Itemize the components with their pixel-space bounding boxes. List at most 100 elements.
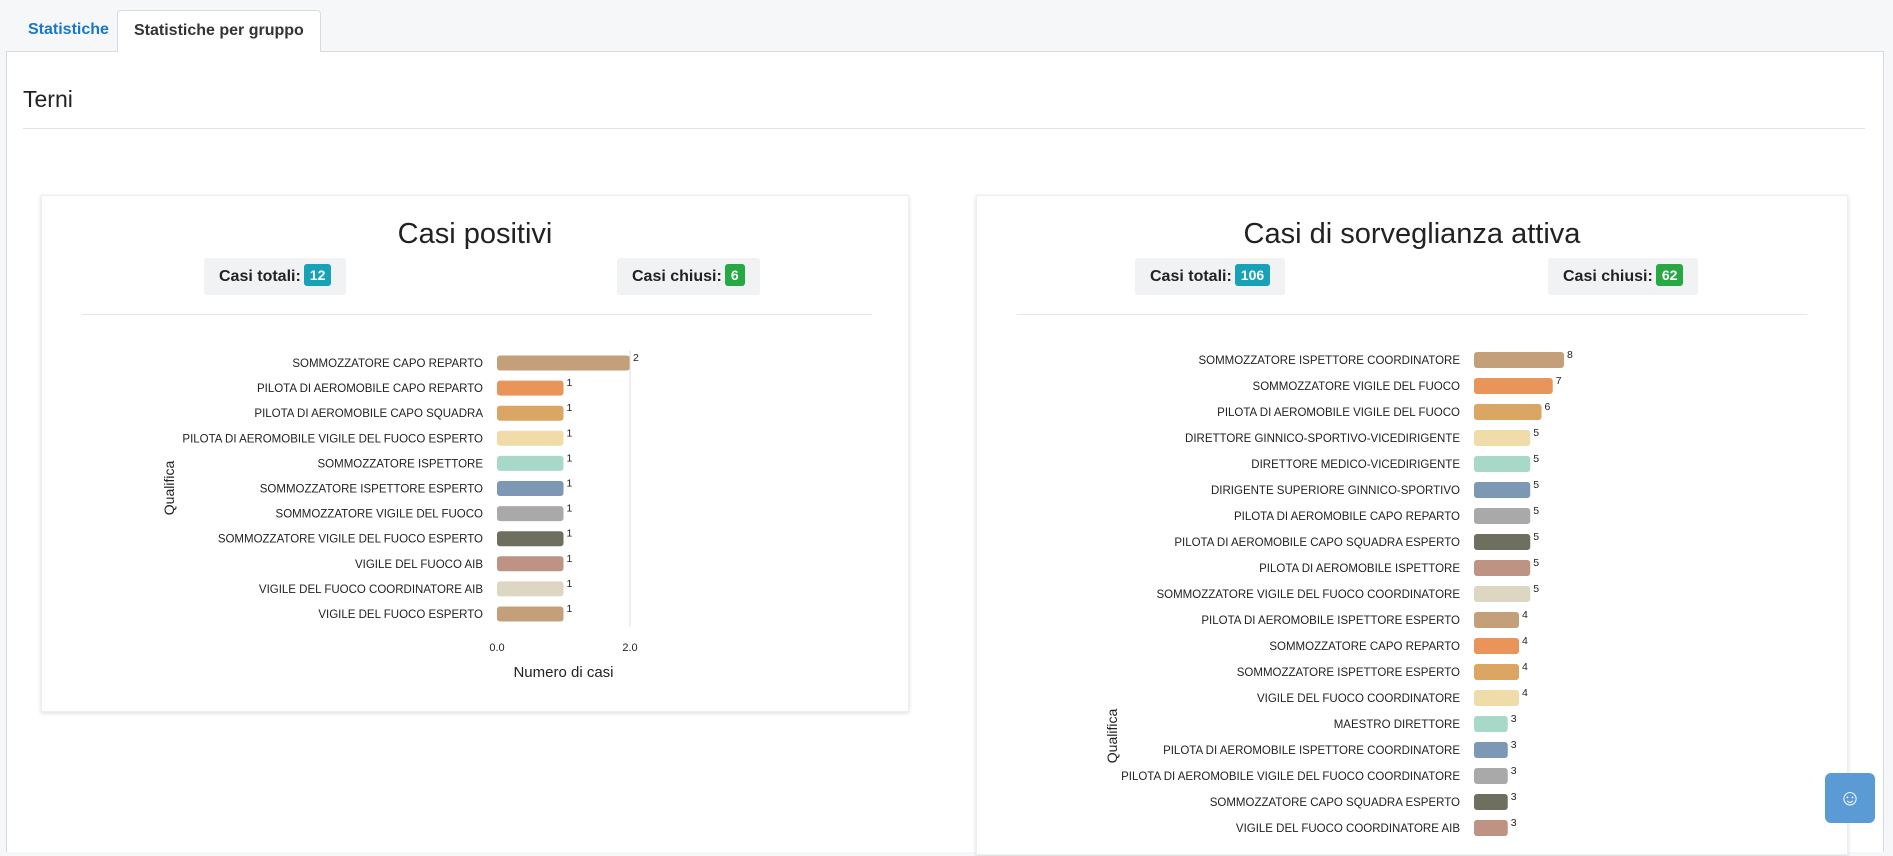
category-label: PILOTA DI AEROMOBILE VIGILE DEL FUOCO — [1217, 407, 1460, 419]
bar — [1474, 690, 1519, 706]
category-label: PILOTA DI AEROMOBILE ISPETTORE — [1259, 563, 1460, 575]
category-label: PILOTA DI AEROMOBILE VIGILE DEL FUOCO CO… — [1121, 771, 1460, 783]
bar-value-label: 8 — [1567, 349, 1573, 361]
category-label: SOMMOZZATORE VIGILE DEL FUOCO ESPERTO — [218, 534, 483, 546]
casi-chiusi-pill: Casi chiusi: 6 — [617, 258, 760, 295]
bar — [1474, 586, 1531, 602]
casi-totali-pill: Casi totali: 12 — [204, 258, 347, 295]
category-label: PILOTA DI AEROMOBILE CAPO SQUADRA — [254, 408, 483, 420]
tab-statistiche-per-gruppo[interactable]: Statistiche per gruppo — [117, 10, 321, 53]
casi-totali-label: Casi totali: — [219, 268, 301, 285]
bar — [1474, 820, 1508, 836]
bar — [1474, 352, 1564, 368]
bar-value-label: 3 — [1511, 817, 1517, 829]
bar — [497, 405, 564, 421]
category-label: SOMMOZZATORE ISPETTORE — [318, 458, 484, 470]
bar-chart-casi-positivi: SOMMOZZATORE CAPO REPARTO 2 PILOTA DI AERO… — [161, 350, 639, 681]
bar-value-label: 1 — [567, 427, 573, 439]
card-casi-positivi: Casi positivi Casi totali: 12 Casi chiusi… — [41, 195, 909, 712]
category-label: SOMMOZZATORE VIGILE DEL FUOCO — [276, 509, 484, 521]
bar — [1474, 794, 1508, 810]
bar-value-label: 1 — [567, 478, 573, 490]
bar-value-label: 6 — [1545, 401, 1551, 413]
casi-totali-pill: Casi totali: 106 — [1135, 258, 1286, 295]
category-label: SOMMOZZATORE ISPETTORE COORDINATORE — [1198, 355, 1460, 367]
bar-value-label: 2 — [633, 352, 639, 364]
bar — [1474, 404, 1542, 420]
bar-value-label: 5 — [1533, 479, 1539, 491]
card-casi-sorveglianza: Casi di sorveglianza attiva Casi totali:… — [976, 195, 1848, 855]
card-title: Casi di sorveglianza attiva — [1243, 218, 1581, 250]
tab-statistiche[interactable]: Statistiche — [28, 21, 109, 38]
bar-value-label: 7 — [1556, 375, 1562, 387]
bar — [497, 355, 630, 371]
category-label: PILOTA DI AEROMOBILE ISPETTORE COORDINAT… — [1163, 745, 1460, 757]
card-divider — [82, 314, 872, 315]
bar-value-label: 3 — [1511, 765, 1517, 777]
category-label: SOMMOZZATORE CAPO SQUADRA ESPERTO — [1210, 797, 1460, 809]
bar-value-label: 4 — [1522, 687, 1528, 699]
bar — [497, 481, 564, 496]
bar — [1474, 482, 1531, 498]
category-label: VIGILE DEL FUOCO COORDINATORE — [1257, 693, 1460, 705]
bar-value-label: 5 — [1533, 583, 1539, 595]
bar-value-label: 5 — [1533, 453, 1539, 465]
y-axis-title: Qualifica — [161, 461, 177, 516]
category-label: SOMMOZZATORE CAPO REPARTO — [292, 358, 483, 370]
bar — [1474, 378, 1553, 394]
y-axis-title: Qualifica — [1104, 709, 1120, 764]
category-label: PILOTA DI AEROMOBILE CAPO SQUADRA ESPERT… — [1174, 537, 1460, 549]
chat-button[interactable]: ☺ — [1825, 773, 1875, 823]
bar — [1474, 430, 1531, 446]
bar-value-label: 4 — [1522, 661, 1528, 673]
bar-value-label: 5 — [1533, 505, 1539, 517]
category-label: SOMMOZZATORE ISPETTORE ESPERTO — [1237, 667, 1460, 679]
bar — [1474, 612, 1519, 628]
bar-value-label: 1 — [567, 452, 573, 464]
bar-value-label: 1 — [567, 377, 573, 389]
casi-chiusi-pill: Casi chiusi: 62 — [1548, 258, 1699, 295]
bar-value-label: 1 — [567, 578, 573, 590]
category-label: DIRIGENTE SUPERIORE GINNICO-SPORTIVO — [1211, 485, 1460, 497]
bar — [1474, 456, 1531, 472]
x-axis-title: Numero di casi — [513, 664, 613, 681]
bar-value-label: 1 — [567, 603, 573, 615]
bar-value-label: 5 — [1533, 557, 1539, 569]
category-label: PILOTA DI AEROMOBILE VIGILE DEL FUOCO ES… — [182, 433, 483, 445]
tab-bar: Statistiche Statistiche per gruppo — [6, 0, 1884, 53]
bar-chart-casi-sorveglianza: SOMMOZZATORE ISPETTORE COORDINATORE 8 SOMM… — [1104, 349, 1573, 836]
bar — [1474, 664, 1519, 680]
bar — [497, 581, 564, 597]
category-label: DIRETTORE GINNICO-SPORTIVO-VICEDIRIGENTE — [1185, 433, 1460, 445]
category-label: DIRETTORE MEDICO-VICEDIRIGENTE — [1251, 459, 1460, 471]
bar — [497, 430, 564, 446]
title-divider — [23, 128, 1865, 129]
bar — [1474, 638, 1519, 654]
bar — [497, 556, 564, 572]
x-tick-label: 2.0 — [622, 642, 637, 654]
bar — [1474, 742, 1508, 758]
bar — [1474, 508, 1531, 524]
bar — [497, 531, 564, 547]
category-label: VIGILE DEL FUOCO AIB — [355, 559, 483, 571]
casi-totali-label: Casi totali: — [1150, 268, 1232, 285]
bar-value-label: 1 — [567, 553, 573, 565]
bar — [497, 606, 564, 622]
category-label: PILOTA DI AEROMOBILE CAPO REPARTO — [257, 383, 483, 395]
bar — [497, 506, 564, 522]
bar-value-label: 4 — [1522, 609, 1528, 621]
casi-chiusi-badge: 62 — [1655, 264, 1684, 286]
category-label: SOMMOZZATORE VIGILE DEL FUOCO COORDINATO… — [1156, 589, 1460, 601]
casi-chiusi-label: Casi chiusi: — [632, 268, 722, 285]
category-label: VIGILE DEL FUOCO ESPERTO — [318, 609, 483, 621]
page-title: Terni — [23, 86, 73, 112]
category-label: SOMMOZZATORE ISPETTORE ESPERTO — [260, 484, 483, 496]
bar-value-label: 3 — [1511, 791, 1517, 803]
casi-chiusi-badge: 6 — [724, 264, 745, 286]
tab-content: Terni Casi positivi Casi totali: 12 Casi … — [6, 52, 1884, 855]
category-label: VIGILE DEL FUOCO COORDINATORE AIB — [259, 584, 483, 596]
category-label: PILOTA DI AEROMOBILE ISPETTORE ESPERTO — [1201, 615, 1460, 627]
bar — [1474, 534, 1531, 550]
bar-value-label: 1 — [567, 503, 573, 515]
category-label: MAESTRO DIRETTORE — [1334, 719, 1461, 731]
